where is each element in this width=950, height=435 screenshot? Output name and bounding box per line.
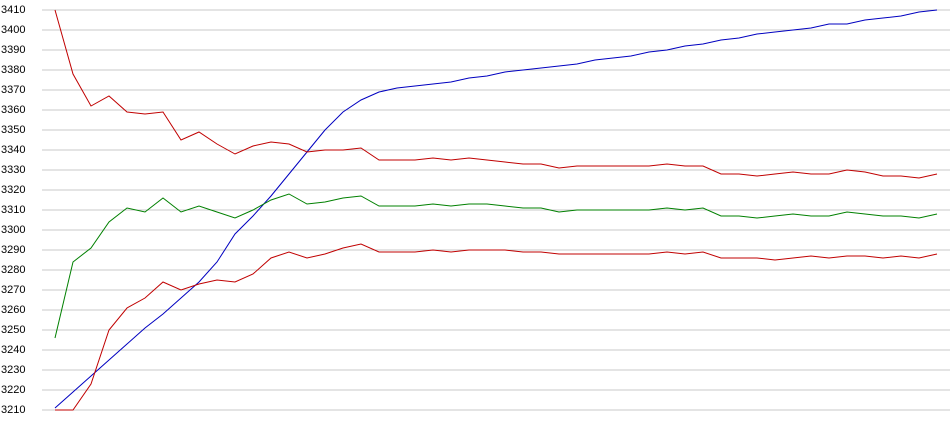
y-tick-label: 3270 bbox=[1, 284, 25, 296]
y-tick-label: 3290 bbox=[1, 244, 25, 256]
series-line bbox=[54, 9, 938, 409]
y-tick-label: 3340 bbox=[1, 144, 25, 156]
y-tick-label: 3380 bbox=[1, 64, 25, 76]
y-tick-label: 3220 bbox=[1, 384, 25, 396]
y-tick-label: 3230 bbox=[1, 364, 25, 376]
y-tick-label: 3370 bbox=[1, 84, 25, 96]
y-tick-label: 3320 bbox=[1, 184, 25, 196]
series-line bbox=[55, 243, 938, 411]
series-line bbox=[54, 9, 938, 179]
series-line bbox=[54, 193, 938, 339]
y-tick-label: 3410 bbox=[1, 4, 25, 16]
y-tick-label: 3390 bbox=[1, 44, 25, 56]
y-tick-label: 3210 bbox=[1, 404, 25, 416]
y-tick-label: 3400 bbox=[1, 24, 25, 36]
y-tick-label: 3250 bbox=[1, 324, 25, 336]
y-tick-label: 3310 bbox=[1, 204, 25, 216]
y-tick-label: 3260 bbox=[1, 304, 25, 316]
y-tick-label: 3330 bbox=[1, 164, 25, 176]
y-tick-label: 3350 bbox=[1, 124, 25, 136]
y-tick-label: 3240 bbox=[1, 344, 25, 356]
y-tick-label: 3300 bbox=[1, 224, 25, 236]
y-tick-label: 3280 bbox=[1, 264, 25, 276]
y-tick-label: 3360 bbox=[1, 104, 25, 116]
